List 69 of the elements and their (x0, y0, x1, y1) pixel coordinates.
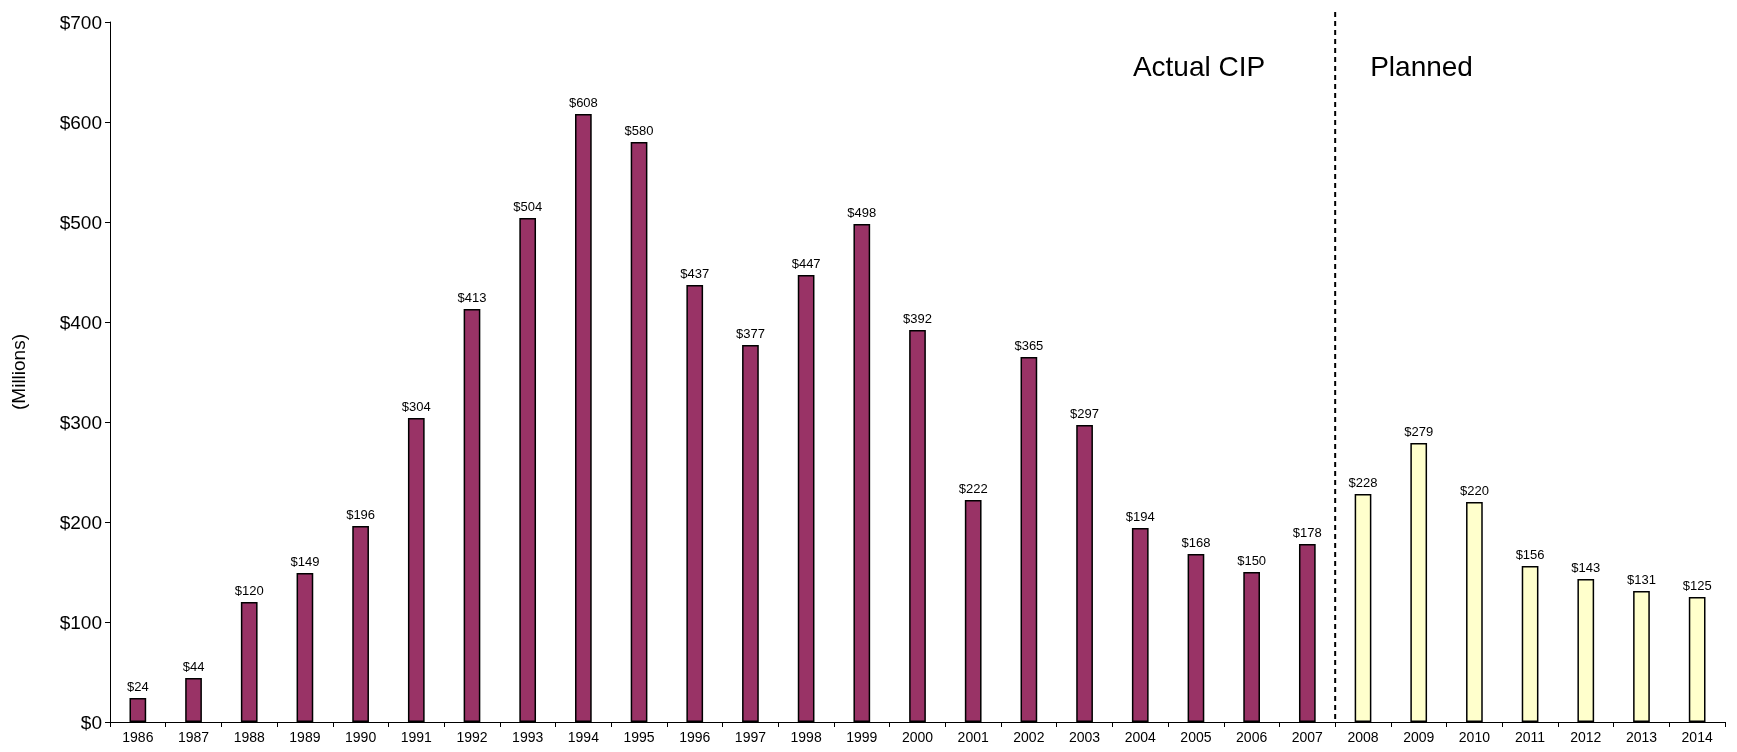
data-label: $220 (1459, 483, 1489, 498)
y-tick-label: $300 (59, 411, 102, 433)
data-label: $365 (1014, 338, 1044, 353)
y-tick-label: $400 (59, 311, 102, 333)
data-label: $156 (1515, 547, 1545, 562)
x-tick-label: 2005 (1180, 729, 1212, 745)
data-label: $304 (401, 399, 431, 414)
data-label: $178 (1292, 525, 1322, 540)
data-label: $498 (847, 205, 877, 220)
y-tick-label: $200 (59, 511, 102, 533)
data-label: $44 (182, 659, 205, 674)
x-tick-label: 1997 (734, 729, 767, 745)
x-tick-label: 2007 (1291, 729, 1324, 745)
x-tick-label: 2001 (957, 729, 989, 745)
x-tick-label: 2011 (1515, 729, 1546, 745)
y-tick-label: $600 (59, 111, 102, 133)
y-tick-label: $100 (59, 611, 102, 633)
data-label: $504 (513, 199, 543, 214)
data-label: $437 (680, 266, 710, 281)
annotation: Planned (1370, 50, 1473, 82)
y-axis-title: (Millions) (8, 334, 29, 410)
data-label: $24 (126, 679, 149, 694)
annotation: Actual CIP (1132, 50, 1266, 82)
x-tick-label: 1999 (846, 729, 878, 745)
data-label: $125 (1682, 578, 1712, 593)
x-tick-label: 2000 (901, 729, 934, 745)
data-label: $608 (568, 95, 598, 110)
y-tick-label: $0 (80, 711, 102, 733)
y-tick-label: $500 (59, 211, 102, 233)
y-tick-label: $700 (59, 11, 102, 33)
x-tick-label: 2002 (1013, 729, 1045, 745)
data-label: $222 (958, 481, 988, 496)
data-label: $149 (290, 554, 320, 569)
x-tick-label: 1988 (233, 729, 265, 745)
data-label: $131 (1627, 572, 1656, 587)
data-label: $580 (624, 123, 654, 138)
x-tick-label: 1994 (567, 729, 600, 745)
x-tick-label: 1995 (623, 729, 655, 745)
x-tick-label: 1991 (400, 729, 433, 745)
x-tick-label: 1993 (512, 729, 544, 745)
x-tick-label: 1987 (177, 729, 210, 745)
data-label: $194 (1125, 509, 1155, 524)
x-tick-label: 2004 (1124, 729, 1157, 745)
x-tick-label: 2003 (1068, 729, 1101, 745)
x-tick-label: 1998 (790, 729, 822, 745)
x-tick-label: 2013 (1625, 729, 1658, 745)
data-label: $196 (346, 507, 376, 522)
x-tick-label: 1996 (679, 729, 711, 745)
data-label: $120 (234, 583, 264, 598)
data-label: $168 (1181, 535, 1211, 550)
data-label: $392 (903, 311, 932, 326)
data-label: $279 (1404, 424, 1434, 439)
data-label: $447 (791, 256, 821, 271)
data-label: $297 (1070, 406, 1100, 421)
x-tick-label: 2009 (1403, 729, 1435, 745)
x-tick-label: 1986 (122, 729, 154, 745)
x-tick-label: 1992 (456, 729, 488, 745)
x-tick-label: 2006 (1236, 729, 1268, 745)
x-tick-label: 2012 (1570, 729, 1602, 745)
x-tick-label: 1990 (345, 729, 377, 745)
data-label: $228 (1348, 475, 1378, 490)
x-tick-label: 1989 (289, 729, 321, 745)
data-label: $377 (735, 326, 765, 341)
data-label: $143 (1571, 560, 1601, 575)
x-tick-label: 2008 (1347, 729, 1379, 745)
data-label: $150 (1237, 553, 1267, 568)
x-tick-label: 2014 (1681, 729, 1713, 745)
x-tick-label: 2010 (1458, 729, 1491, 745)
data-label: $413 (457, 290, 487, 305)
